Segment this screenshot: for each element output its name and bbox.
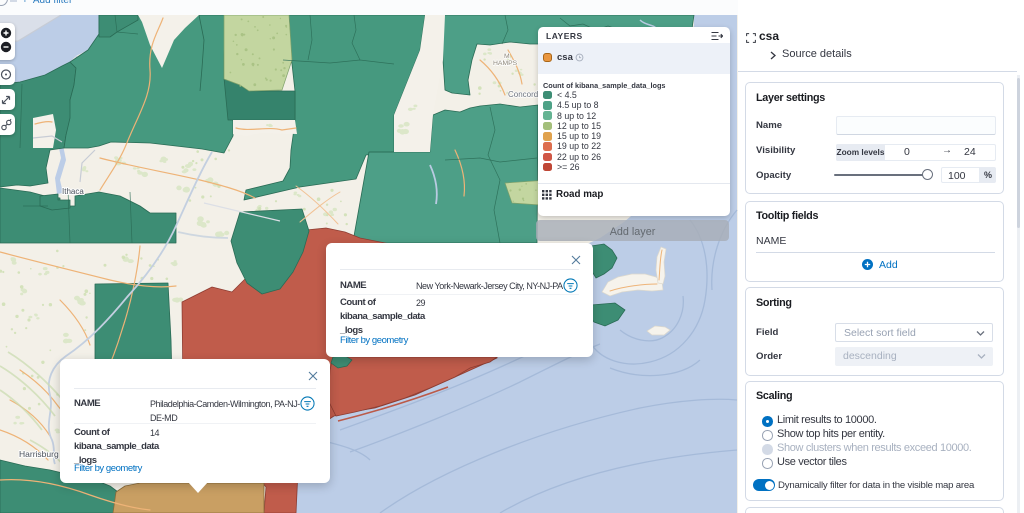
svg-text:M: M xyxy=(504,53,510,60)
svg-text:Harrisburg: Harrisburg xyxy=(19,449,59,459)
svg-text:Concord: Concord xyxy=(508,90,538,99)
svg-text:Ithaca: Ithaca xyxy=(62,187,84,196)
svg-text:HAMPS: HAMPS xyxy=(493,60,518,67)
